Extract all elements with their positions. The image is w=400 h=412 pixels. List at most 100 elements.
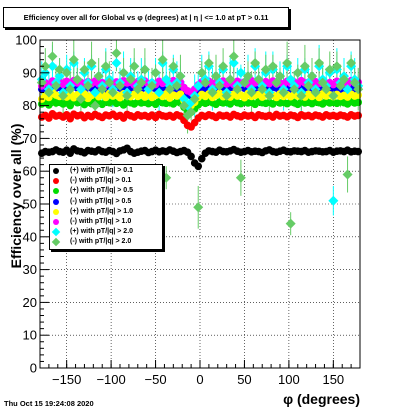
legend-entry: (-) with pT/|q| > 0.1 (50, 176, 162, 186)
chart-title: Efficiency over all for Global vs φ (deg… (3, 7, 289, 28)
y-tick-label: 40 (23, 229, 37, 244)
data-point (93, 71, 104, 82)
data-point (186, 107, 197, 118)
data-point (221, 90, 232, 101)
data-point (40, 61, 51, 72)
data-point (107, 87, 118, 98)
data-point (292, 67, 303, 78)
data-point (214, 80, 225, 91)
data-point (136, 77, 147, 88)
data-point (235, 67, 246, 78)
data-point (260, 64, 271, 75)
y-tick-label: 50 (23, 197, 37, 212)
y-tick-label: 100 (15, 33, 37, 48)
data-point (72, 74, 83, 85)
data-point (267, 61, 278, 72)
data-point (246, 87, 257, 98)
data-point (118, 67, 129, 78)
data-point (264, 90, 275, 101)
x-tick-label: −50 (145, 372, 167, 387)
legend-entry: (+) with pT/|q| > 2.0 (50, 227, 162, 237)
data-point (97, 84, 108, 95)
legend-label: (-) with pT/|q| > 0.1 (70, 177, 132, 185)
data-point (218, 61, 229, 72)
data-point (168, 61, 179, 72)
data-point (285, 218, 296, 229)
legend-marker (53, 178, 59, 185)
data-point (47, 51, 58, 62)
data-point (68, 54, 79, 65)
data-point (90, 100, 101, 111)
data-point (147, 80, 157, 91)
data-points (36, 48, 364, 229)
data-point (115, 80, 125, 91)
data-point (335, 80, 346, 91)
legend-marker (53, 188, 59, 195)
data-point (111, 57, 122, 68)
data-point (43, 87, 54, 98)
data-point (232, 84, 243, 95)
data-point (179, 100, 189, 111)
data-point (75, 94, 86, 105)
x-tick-label: 100 (278, 372, 300, 387)
data-point (349, 77, 360, 88)
legend-label: (+) with pT/|q| > 1.0 (70, 207, 134, 215)
data-point (296, 90, 307, 101)
data-point (54, 71, 65, 82)
data-point (132, 84, 143, 95)
timestamp: Thu Oct 15 19:24:08 2020 (4, 399, 94, 408)
data-point (228, 51, 239, 62)
data-point (194, 162, 203, 171)
data-point (331, 61, 342, 72)
y-tick-label: 30 (23, 262, 37, 277)
data-point (328, 195, 339, 206)
data-point (275, 71, 285, 82)
data-point (278, 87, 289, 98)
data-point (90, 87, 101, 98)
x-tick-label: 50 (237, 372, 251, 387)
data-point (47, 61, 58, 72)
data-point (104, 77, 115, 88)
data-point (310, 87, 321, 98)
data-point (175, 71, 186, 82)
y-tick-label: 0 (30, 361, 37, 376)
x-tick-label: −100 (96, 372, 125, 387)
data-point (179, 94, 189, 105)
data-point (122, 90, 133, 101)
data-point (317, 77, 328, 88)
data-point (228, 57, 239, 68)
data-point (193, 202, 204, 213)
data-point (257, 84, 268, 95)
legend-label: (-) with pT/|q| > 1.0 (70, 218, 132, 225)
data-point (328, 90, 339, 101)
axes: −150 −100 −50 0 50 100 150 0 10 20 30 40 50 60 70 80 90 1… (15, 33, 352, 387)
legend-entry: (-) with pT/|q| > 0.5 (50, 197, 162, 207)
legend-entry: (+) with pT/|q| > 0.1 (50, 166, 162, 176)
x-tick-label: 0 (196, 372, 203, 387)
data-point (164, 84, 175, 95)
data-point (207, 87, 218, 98)
data-point (86, 57, 97, 68)
data-point (235, 172, 246, 183)
y-tick-label: 90 (23, 65, 37, 80)
data-point (129, 61, 140, 72)
data-point (307, 71, 317, 82)
data-point (75, 84, 86, 95)
data-point (303, 80, 314, 91)
data-point (54, 64, 65, 75)
data-point (203, 57, 214, 68)
data-point (171, 80, 182, 91)
legend-label: (+) with pT/|q| > 0.5 (70, 187, 134, 195)
legend-marker (53, 168, 59, 174)
y-axis-label: Efficiency over all (%) (8, 124, 24, 269)
data-point (196, 67, 207, 78)
data-point (339, 74, 349, 85)
y-tick-label: 80 (23, 98, 37, 113)
data-point (354, 111, 363, 120)
data-point (250, 57, 261, 68)
data-point (139, 64, 150, 75)
data-point (200, 77, 211, 88)
data-point (58, 90, 69, 101)
data-point (299, 61, 310, 72)
